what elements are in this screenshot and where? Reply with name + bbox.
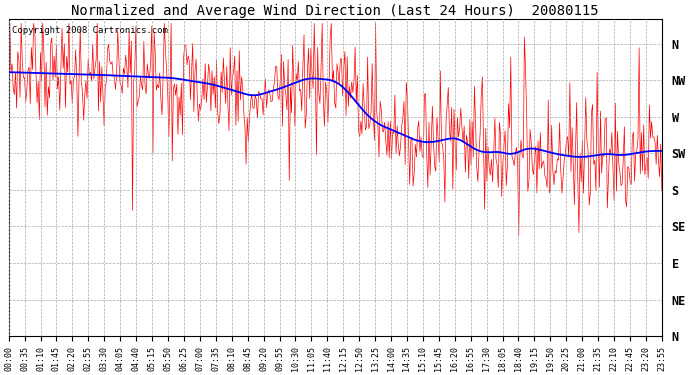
Title: Normalized and Average Wind Direction (Last 24 Hours)  20080115: Normalized and Average Wind Direction (L… bbox=[72, 4, 599, 18]
Text: Copyright 2008 Cartronics.com: Copyright 2008 Cartronics.com bbox=[12, 26, 168, 34]
